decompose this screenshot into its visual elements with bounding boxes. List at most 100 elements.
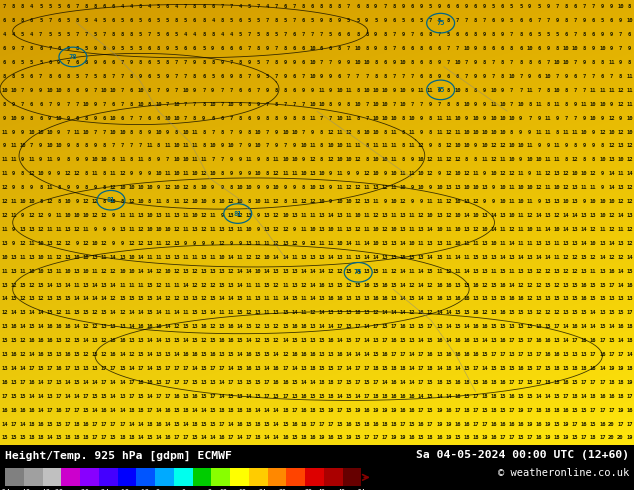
Text: 14: 14 <box>400 380 406 385</box>
Text: 18: 18 <box>74 421 81 427</box>
Text: 17: 17 <box>536 352 542 357</box>
Text: 13: 13 <box>282 269 288 273</box>
Text: 11: 11 <box>626 102 633 107</box>
Text: 17: 17 <box>536 380 542 385</box>
Text: 5: 5 <box>39 60 42 65</box>
Text: 11: 11 <box>164 172 171 176</box>
Text: 9: 9 <box>12 172 15 176</box>
Text: 18: 18 <box>545 380 551 385</box>
Text: 13: 13 <box>1 366 8 371</box>
Text: 7: 7 <box>184 102 187 107</box>
Text: 13: 13 <box>346 310 352 316</box>
Text: 4: 4 <box>3 32 6 37</box>
Text: 13: 13 <box>46 269 53 273</box>
Text: 9: 9 <box>592 46 595 51</box>
Text: 16: 16 <box>400 394 406 399</box>
Text: 13: 13 <box>20 227 26 232</box>
Text: 12: 12 <box>228 199 234 204</box>
Text: 10: 10 <box>337 88 343 93</box>
Text: 11: 11 <box>500 227 506 232</box>
Text: 9: 9 <box>93 46 97 51</box>
Text: 0: 0 <box>181 489 185 490</box>
Text: 14: 14 <box>20 366 26 371</box>
Text: 13: 13 <box>309 241 316 246</box>
Text: 16: 16 <box>445 408 451 413</box>
Text: 14: 14 <box>146 269 153 273</box>
Text: 10: 10 <box>626 18 633 24</box>
Text: 12: 12 <box>500 172 506 176</box>
Text: 7: 7 <box>302 74 305 79</box>
Text: 9: 9 <box>519 116 522 121</box>
Text: 9: 9 <box>401 4 404 9</box>
Text: 10: 10 <box>119 185 126 190</box>
Text: 8: 8 <box>230 185 233 190</box>
Text: 6: 6 <box>12 60 15 65</box>
Text: 4: 4 <box>175 4 178 9</box>
Text: 12: 12 <box>200 338 207 343</box>
Text: 11: 11 <box>517 172 524 176</box>
Text: 14: 14 <box>46 283 53 288</box>
Text: 17: 17 <box>581 380 588 385</box>
Text: 8: 8 <box>401 129 404 135</box>
Text: 12: 12 <box>472 227 479 232</box>
Text: 14: 14 <box>436 310 443 316</box>
Text: 14: 14 <box>354 352 361 357</box>
Text: 11: 11 <box>56 269 62 273</box>
Text: 14: 14 <box>46 436 53 441</box>
Text: 12: 12 <box>617 129 624 135</box>
Text: 18: 18 <box>318 380 325 385</box>
Text: 15: 15 <box>309 394 316 399</box>
Text: 4: 4 <box>193 32 197 37</box>
Text: 16: 16 <box>291 421 297 427</box>
Text: 5: 5 <box>30 60 34 65</box>
Text: 11: 11 <box>545 129 551 135</box>
Text: 8: 8 <box>130 74 133 79</box>
Text: 9: 9 <box>57 102 60 107</box>
Text: 11: 11 <box>391 129 398 135</box>
Text: 8: 8 <box>474 157 477 162</box>
Text: Sa 04-05-2024 00:00 UTC (12+60): Sa 04-05-2024 00:00 UTC (12+60) <box>416 450 629 460</box>
Text: 9: 9 <box>329 74 332 79</box>
Text: 14: 14 <box>400 269 406 273</box>
Text: 8: 8 <box>483 60 486 65</box>
Text: 11: 11 <box>373 144 379 148</box>
Text: 17: 17 <box>354 324 361 329</box>
Text: 4: 4 <box>30 4 34 9</box>
Text: 7: 7 <box>120 74 124 79</box>
Text: 11: 11 <box>527 144 533 148</box>
Text: 14: 14 <box>346 366 352 371</box>
Text: 10: 10 <box>563 46 569 51</box>
Text: 11: 11 <box>29 157 35 162</box>
Text: 19: 19 <box>373 408 379 413</box>
Text: 10: 10 <box>110 199 117 204</box>
Text: 13: 13 <box>500 213 506 218</box>
Text: 10: 10 <box>119 269 126 273</box>
Text: 12: 12 <box>101 241 107 246</box>
Text: 8: 8 <box>283 199 287 204</box>
Text: 9: 9 <box>501 88 504 93</box>
Text: 13: 13 <box>264 227 271 232</box>
Text: 10: 10 <box>400 102 406 107</box>
Text: 13: 13 <box>137 213 144 218</box>
Text: 19: 19 <box>445 421 451 427</box>
Text: 7: 7 <box>410 74 414 79</box>
Text: 11: 11 <box>255 241 261 246</box>
Bar <box>5 468 24 487</box>
Text: 11: 11 <box>481 157 488 162</box>
Text: 16: 16 <box>500 380 506 385</box>
Text: 15: 15 <box>500 408 506 413</box>
Text: 6: 6 <box>410 4 414 9</box>
Text: 78: 78 <box>68 54 77 60</box>
Text: 10: 10 <box>210 102 216 107</box>
Text: 16: 16 <box>536 338 542 343</box>
Text: 9: 9 <box>103 227 106 232</box>
Text: 8: 8 <box>429 129 432 135</box>
Text: 9: 9 <box>347 60 351 65</box>
Text: 13: 13 <box>581 269 588 273</box>
Text: 15: 15 <box>74 338 81 343</box>
Text: 10: 10 <box>599 157 605 162</box>
Text: 13: 13 <box>545 296 551 301</box>
Text: 14: 14 <box>563 227 569 232</box>
Text: 14: 14 <box>346 241 352 246</box>
Text: 7: 7 <box>619 46 622 51</box>
